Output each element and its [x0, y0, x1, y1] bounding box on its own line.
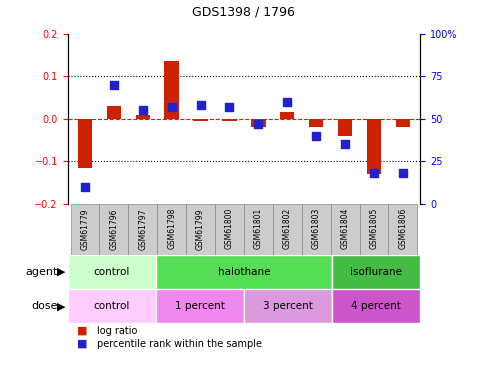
Text: percentile rank within the sample: percentile rank within the sample [97, 339, 262, 349]
Point [399, 170, 407, 176]
Bar [186, 204, 215, 255]
Text: 4 percent: 4 percent [351, 301, 401, 311]
Point [197, 102, 204, 108]
Bar [338, 119, 352, 136]
Bar [302, 204, 331, 255]
Point [313, 133, 320, 139]
Text: GSM61798: GSM61798 [167, 208, 176, 249]
Text: GSM61779: GSM61779 [81, 208, 89, 250]
Bar [68, 255, 156, 289]
Bar [331, 204, 359, 255]
Text: halothane: halothane [218, 267, 270, 277]
Point [81, 184, 89, 190]
Bar [128, 204, 157, 255]
Text: ■: ■ [77, 339, 88, 349]
Text: GSM61802: GSM61802 [283, 208, 292, 249]
Bar [99, 204, 128, 255]
Text: GDS1398 / 1796: GDS1398 / 1796 [193, 6, 295, 19]
Bar [280, 112, 295, 119]
Text: GSM61797: GSM61797 [138, 208, 147, 250]
Bar [71, 204, 99, 255]
Bar [156, 255, 332, 289]
Text: ▶: ▶ [57, 267, 65, 277]
Bar [222, 119, 237, 121]
Bar [215, 204, 244, 255]
Text: agent: agent [26, 267, 58, 277]
Bar [251, 119, 266, 128]
Point [341, 141, 349, 147]
Bar [68, 289, 156, 323]
Text: GSM61804: GSM61804 [341, 208, 350, 249]
Text: GSM61799: GSM61799 [196, 208, 205, 250]
Text: dose: dose [31, 301, 58, 311]
Text: GSM61796: GSM61796 [109, 208, 118, 250]
Text: GSM61806: GSM61806 [398, 208, 407, 249]
Point [110, 82, 118, 88]
Bar [156, 289, 244, 323]
Bar [244, 204, 273, 255]
Bar [367, 119, 381, 174]
Bar [136, 115, 150, 119]
Text: control: control [94, 301, 130, 311]
Point [370, 170, 378, 176]
Bar [359, 204, 388, 255]
Point [284, 99, 291, 105]
Bar [396, 119, 410, 128]
Point [255, 121, 262, 127]
Bar [157, 204, 186, 255]
Bar [332, 289, 420, 323]
Bar [388, 204, 417, 255]
Text: GSM61805: GSM61805 [369, 208, 379, 249]
Bar [193, 119, 208, 121]
Bar [244, 289, 332, 323]
Text: ▶: ▶ [57, 301, 65, 311]
Text: 1 percent: 1 percent [175, 301, 225, 311]
Text: GSM61803: GSM61803 [312, 208, 321, 249]
Point [226, 104, 233, 110]
Point [168, 104, 175, 110]
Bar [273, 204, 302, 255]
Bar [332, 255, 420, 289]
Bar [164, 62, 179, 119]
Bar [309, 119, 324, 128]
Text: 3 percent: 3 percent [263, 301, 313, 311]
Bar [78, 119, 92, 168]
Bar [107, 106, 121, 119]
Text: log ratio: log ratio [97, 326, 137, 336]
Text: isoflurane: isoflurane [350, 267, 402, 277]
Text: ■: ■ [77, 326, 88, 336]
Text: GSM61800: GSM61800 [225, 208, 234, 249]
Text: GSM61801: GSM61801 [254, 208, 263, 249]
Point [139, 107, 147, 113]
Text: control: control [94, 267, 130, 277]
